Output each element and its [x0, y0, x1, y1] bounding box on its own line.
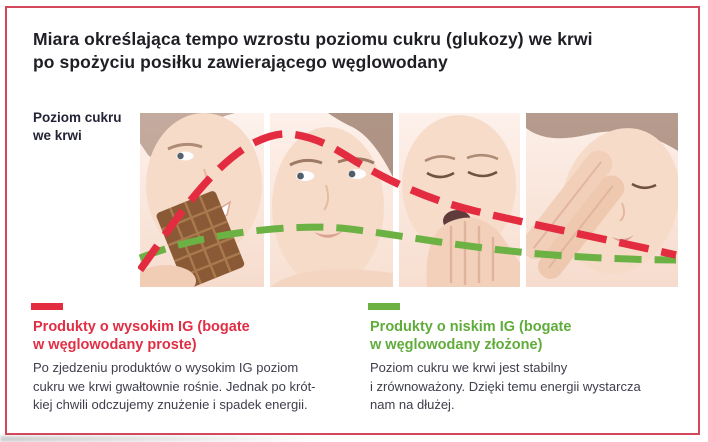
- low-ig-heading-line1: Produkty o niskim IG (bogate: [370, 319, 572, 335]
- y-axis-label-line1: Poziom cukru: [33, 110, 122, 125]
- woman-biting-chocolate-photo: [140, 113, 264, 287]
- low-ig-description: Poziom cukru we krwi jest stabilny i zró…: [370, 359, 693, 415]
- legend-high-ig: Produkty o wysokim IG (bogate w węglowod…: [31, 303, 361, 415]
- high-ig-description-line3: kiej chwili odczujemy znużenie i spadek …: [33, 397, 308, 412]
- page-bottom-shadow: [0, 436, 330, 442]
- low-ig-heading: Produkty o niskim IG (bogate w węglowoda…: [370, 319, 693, 354]
- page-title: Miara określająca tempo wzrostu poziomu …: [33, 28, 683, 74]
- shoulder-shape: [270, 269, 393, 287]
- legend-low-ig: Produkty o niskim IG (bogate w węglowoda…: [368, 303, 693, 415]
- low-ig-heading-line2: w węglowodany złożone): [370, 336, 543, 353]
- high-ig-heading-line1: Produkty o wysokim IG (bogate: [33, 319, 250, 335]
- page-title-line1: Miara określająca tempo wzrostu poziomu …: [33, 29, 593, 49]
- woman-biting-chocolate-illustration: [140, 113, 264, 287]
- high-ig-description-line1: Po zjedzeniu produktów o wysokim IG pozi…: [33, 360, 299, 375]
- woman-yawning-covering-mouth-photo: [399, 113, 520, 287]
- high-ig-heading-line2: w węglowodany proste): [33, 336, 197, 353]
- low-ig-description-line3: nam na dłużej.: [370, 397, 455, 412]
- hair-shape: [328, 113, 393, 177]
- low-ig-description-line1: Poziom cukru we krwi jest stabilny: [370, 360, 568, 375]
- photo-strip: [140, 113, 678, 287]
- y-axis-label: Poziom cukru we krwi: [33, 109, 122, 145]
- high-ig-dash-marker: [31, 303, 63, 310]
- woman-yawning-illustration: [399, 113, 520, 287]
- high-ig-description-line2: cukru we krwi gwałtownie rośnie. Jednak …: [33, 378, 316, 394]
- woman-sleeping-illustration: [526, 113, 678, 287]
- high-ig-description: Po zjedzeniu produktów o wysokim IG pozi…: [33, 359, 361, 415]
- high-ig-heading: Produkty o wysokim IG (bogate w węglowod…: [33, 319, 361, 354]
- low-ig-dash-marker: [368, 303, 400, 310]
- woman-sleeping-on-hands-photo: [526, 113, 678, 287]
- page-title-line2: po spożyciu posiłku zawierającego węglow…: [33, 52, 448, 72]
- woman-looking-aside-photo: [270, 113, 393, 287]
- woman-looking-aside-illustration: [270, 113, 393, 287]
- low-ig-description-line2: i zrównoważony. Dzięki temu energii wyst…: [370, 378, 641, 394]
- y-axis-label-line2: we krwi: [33, 128, 82, 143]
